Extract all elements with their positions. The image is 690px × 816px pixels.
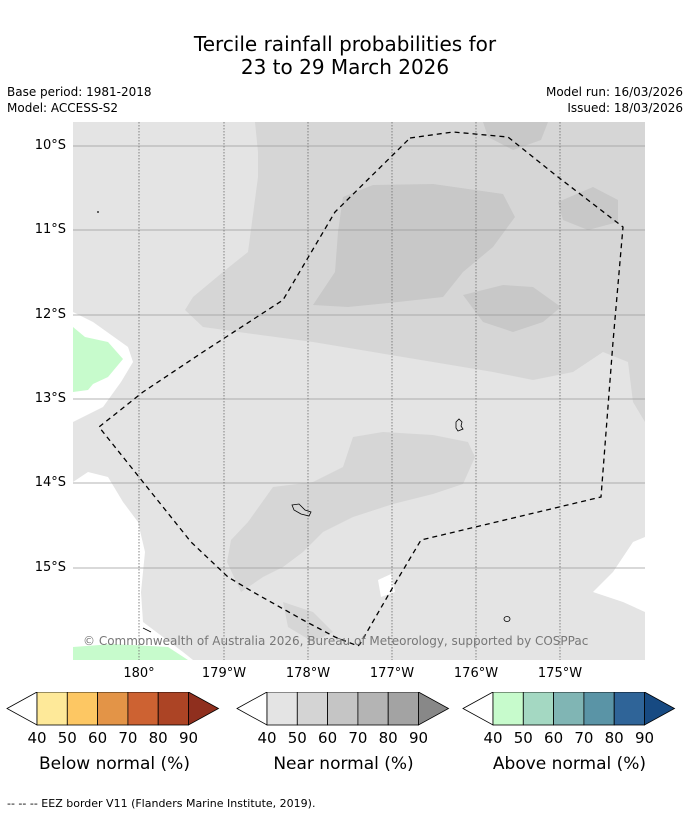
below-colorbar-tick: 40: [27, 729, 47, 747]
island-marker: [142, 627, 152, 633]
title-line-1: Tercile rainfall probabilities for: [193, 32, 497, 56]
above-colorbar-min-arrow: [462, 692, 494, 726]
below-colorbar-max-arrow: [188, 692, 220, 726]
island-marker: [503, 616, 511, 622]
near-colorbar-tick: 40: [257, 729, 277, 747]
colorbar-legend: [6, 692, 676, 726]
lon-label: 180°: [123, 666, 155, 681]
above-colorbar-tick: 80: [604, 729, 624, 747]
neutral-region-southeast: [593, 537, 645, 612]
neutral-region-southwest: [73, 472, 193, 660]
copyright-notice: © Commonwealth of Australia 2026, Bureau…: [83, 634, 589, 648]
above-normal-label: Above normal (%): [492, 754, 647, 774]
above-colorbar-max-arrow: [644, 692, 676, 726]
lon-label: 177°W: [369, 666, 415, 681]
near-colorbar-tick: 80: [378, 729, 398, 747]
longitude-gridlines: [138, 122, 561, 660]
below-colorbar-min-arrow: [6, 692, 38, 726]
near-colorbar-tick: 60: [318, 729, 338, 747]
near-normal-60-region-3: [558, 187, 618, 230]
model-run: Model run: 16/03/2026: [545, 85, 683, 99]
lat-label: 12°S: [34, 307, 66, 322]
near-colorbar-segment: [387, 692, 419, 726]
lat-label: 13°S: [34, 391, 66, 406]
near-normal-50-region-2: [227, 432, 475, 592]
below-colorbar-tick: 80: [148, 729, 168, 747]
above-colorbar-tick: 50: [513, 729, 533, 747]
near-normal-50-region-3: [283, 602, 333, 642]
near-colorbar-segment: [357, 692, 389, 726]
above-colorbar-tick: 60: [544, 729, 564, 747]
near-colorbar-segment: [296, 692, 328, 726]
lat-label: 14°S: [34, 475, 66, 490]
below-colorbar-tick: 90: [178, 729, 199, 747]
lon-label: 179°W: [201, 666, 247, 681]
lon-label: 176°W: [453, 666, 499, 681]
near-colorbar-segment: [266, 692, 298, 726]
map-panel: © Commonwealth of Australia 2026, Bureau…: [73, 122, 645, 660]
lat-label: 11°S: [34, 222, 66, 237]
above-colorbar-tick: 70: [574, 729, 594, 747]
below-colorbar-tick: 50: [57, 729, 77, 747]
below-normal-label: Below normal (%): [39, 754, 190, 774]
issued-date: Issued: 18/03/2026: [567, 101, 683, 115]
meta-left: Base period: 1981-2018 Model: ACCESS-S2: [7, 84, 152, 116]
above-colorbar-tick: 40: [483, 729, 503, 747]
near-normal-label: Near normal (%): [273, 754, 414, 774]
below-colorbar-segment: [97, 692, 129, 726]
island-marker: [97, 211, 99, 213]
near-colorbar-tick: 90: [408, 729, 429, 747]
above-colorbar-tick: 90: [634, 729, 655, 747]
near-normal-60-region-4: [483, 122, 548, 150]
near-normal-60-region-2: [463, 285, 561, 332]
above-colorbar-segment: [522, 692, 554, 726]
island-marker: [455, 418, 464, 432]
below-colorbar-tick: 70: [118, 729, 138, 747]
latitude-gridlines: [73, 145, 645, 569]
above-normal-region-west: [73, 327, 123, 392]
above-colorbar-segment: [492, 692, 524, 726]
lon-label: 175°W: [537, 666, 583, 681]
above-normal-region-southwest: [73, 644, 188, 660]
near-colorbar-tick: 70: [348, 729, 368, 747]
above-colorbar-segment: [553, 692, 585, 726]
below-colorbar-segment: [127, 692, 159, 726]
below-colorbar-tick: 60: [88, 729, 108, 747]
above-colorbar-segment: [583, 692, 615, 726]
title-line-2: 23 to 29 March 2026: [240, 55, 450, 79]
near-colorbar-tick: 50: [287, 729, 307, 747]
near-colorbar-segment: [327, 692, 359, 726]
below-colorbar-segment: [66, 692, 99, 726]
island-marker: [291, 503, 312, 517]
map-canvas: [73, 122, 645, 660]
eez-border: [98, 131, 624, 647]
eez-footnote: -- -- -- EEZ border V11 (Flanders Marine…: [7, 797, 316, 810]
meta-right: Model run: 16/03/2026 Issued: 18/03/2026: [546, 84, 683, 116]
below-colorbar-segment: [157, 692, 189, 726]
near-colorbar-min-arrow: [236, 692, 268, 726]
lat-label: 15°S: [34, 560, 66, 575]
near-colorbar-max-arrow: [418, 692, 450, 726]
above-colorbar-segment: [613, 692, 645, 726]
lat-label: 10°S: [34, 138, 66, 153]
lon-label: 178°W: [285, 666, 331, 681]
base-period: Base period: 1981-2018: [7, 85, 152, 99]
near-normal-60-region: [313, 184, 515, 307]
model-name: Model: ACCESS-S2: [7, 101, 119, 115]
below-colorbar-segment: [36, 692, 68, 726]
